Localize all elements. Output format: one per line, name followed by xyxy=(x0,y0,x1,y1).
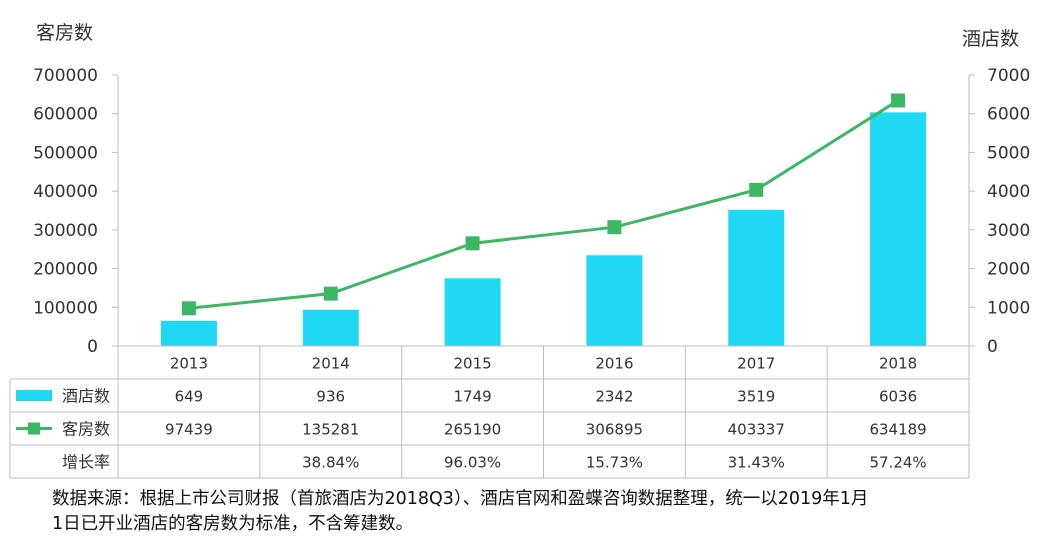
left-axis-tick-label: 700000 xyxy=(33,66,98,86)
legend-label-growth: 增长率 xyxy=(62,453,110,472)
category-label-2014: 2014 xyxy=(312,355,350,373)
rooms-value-2014: 135281 xyxy=(302,421,359,439)
right-axis-tick-label: 3000 xyxy=(987,221,1030,241)
legend-key-hotels xyxy=(16,390,52,401)
source-line-2: 1日已开业酒店的客房数为标准，不含筹建数。 xyxy=(52,514,414,534)
right-axis-tick-label: 1000 xyxy=(987,298,1030,318)
legend-key-rooms-marker xyxy=(28,422,40,435)
rooms-value-2013: 97439 xyxy=(165,421,213,439)
growth-value-2017: 31.43% xyxy=(728,454,785,472)
left-axis-tick-label: 0 xyxy=(87,337,98,357)
bar-2017 xyxy=(728,209,785,346)
category-label-2018: 2018 xyxy=(879,355,917,373)
hotels-value-2015: 1749 xyxy=(453,388,491,406)
bar-2014 xyxy=(302,309,359,346)
right-axis-tick-label: 6000 xyxy=(987,105,1030,125)
right-axis-tick-label: 4000 xyxy=(987,182,1030,202)
left-axis-tick-label: 100000 xyxy=(33,298,98,318)
rooms-value-2016: 306895 xyxy=(586,421,643,439)
left-axis-tick-label: 300000 xyxy=(33,221,98,241)
line-point-2013 xyxy=(181,301,196,316)
bar-2015 xyxy=(444,278,501,346)
right-axis-tick-label: 0 xyxy=(987,337,998,357)
right-axis-tick-label: 2000 xyxy=(987,260,1030,280)
rooms-value-2017: 403337 xyxy=(728,421,785,439)
right-axis-title: 酒店数 xyxy=(962,28,1020,50)
line-point-2018 xyxy=(891,93,906,108)
hotels-value-2018: 6036 xyxy=(879,388,917,406)
line-point-2017 xyxy=(749,182,764,197)
left-axis-tick-label: 400000 xyxy=(33,182,98,202)
line-point-2015 xyxy=(465,236,480,251)
line-point-2014 xyxy=(323,286,338,301)
left-axis-title: 客房数 xyxy=(36,22,94,44)
hotels-value-2016: 2342 xyxy=(595,388,633,406)
category-label-2015: 2015 xyxy=(453,355,491,373)
right-axis-tick-label: 7000 xyxy=(987,66,1030,86)
bar-2018 xyxy=(870,112,927,346)
growth-value-2016: 15.73% xyxy=(586,454,643,472)
bar-2016 xyxy=(586,255,643,346)
line-series-rooms xyxy=(188,99,899,310)
rooms-value-2018: 634189 xyxy=(869,421,926,439)
left-axis-tick-label: 200000 xyxy=(33,260,98,280)
line-point-2016 xyxy=(607,220,622,235)
left-axis-tick-label: 500000 xyxy=(33,143,98,163)
rooms-value-2015: 265190 xyxy=(444,421,501,439)
left-axis-tick-label: 600000 xyxy=(33,105,98,125)
category-label-2016: 2016 xyxy=(595,355,633,373)
source-line-1: 数据来源：根据上市公司财报（首旅酒店为2018Q3）、酒店官网和盈蝶咨询数据整理… xyxy=(52,489,869,509)
legend-label-rooms: 客房数 xyxy=(62,420,110,439)
category-label-2017: 2017 xyxy=(737,355,775,373)
legend-label-hotels: 酒店数 xyxy=(62,387,110,406)
growth-value-2015: 96.03% xyxy=(444,454,501,472)
growth-value-2018: 57.24% xyxy=(869,454,926,472)
bar-2013 xyxy=(160,320,217,346)
hotels-value-2017: 3519 xyxy=(737,388,775,406)
hotels-value-2013: 649 xyxy=(175,388,204,406)
category-label-2013: 2013 xyxy=(170,355,208,373)
hotels-value-2014: 936 xyxy=(316,388,345,406)
data-source-note: 数据来源：根据上市公司财报（首旅酒店为2018Q3）、酒店官网和盈蝶咨询数据整理… xyxy=(52,487,1012,537)
growth-value-2014: 38.84% xyxy=(302,454,359,472)
right-axis-tick-label: 5000 xyxy=(987,143,1030,163)
